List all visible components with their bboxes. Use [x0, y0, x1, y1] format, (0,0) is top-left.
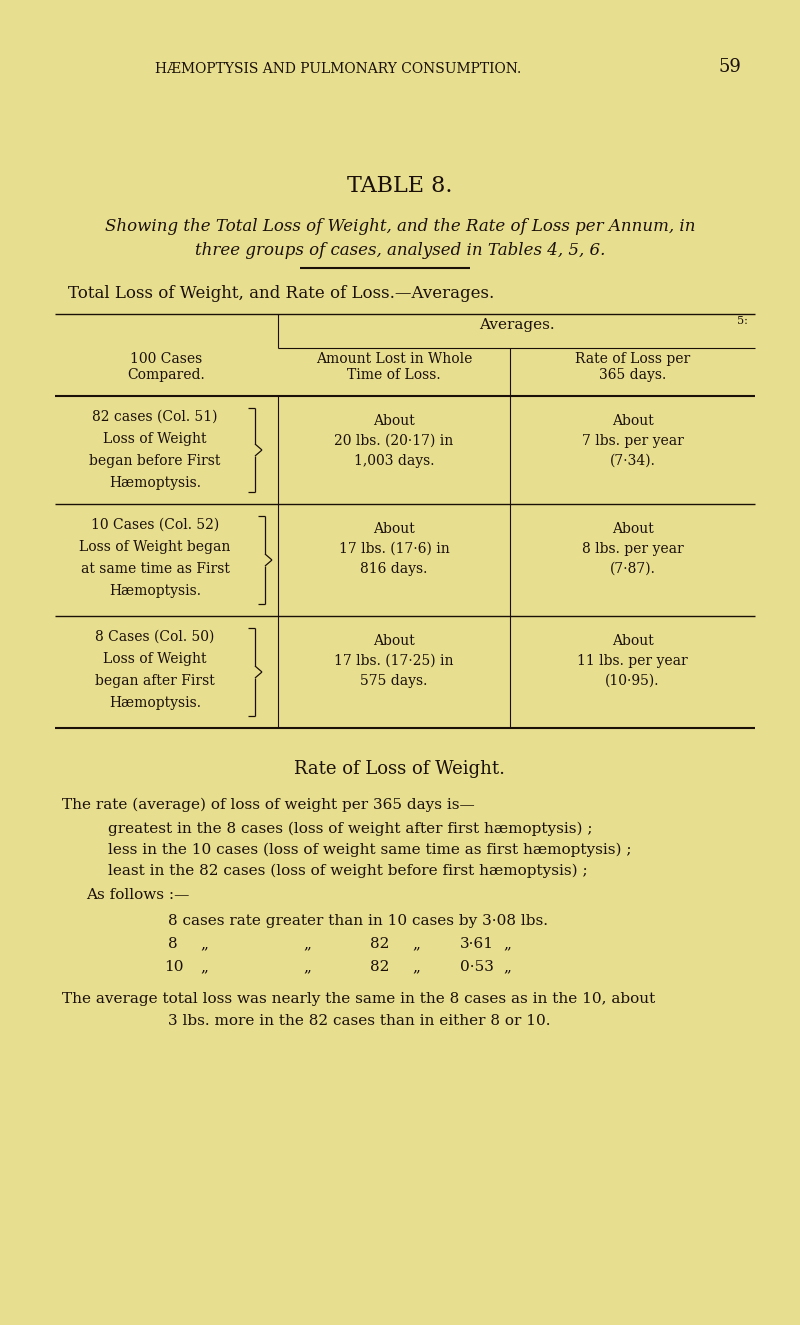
Text: 20 lbs. (20·17) in: 20 lbs. (20·17) in [334, 435, 454, 448]
Text: 7 lbs. per year: 7 lbs. per year [582, 435, 683, 448]
Text: „: „ [412, 961, 420, 974]
Text: „: „ [303, 937, 311, 951]
Text: 575 days.: 575 days. [360, 674, 428, 688]
Text: Rate of Loss per
365 days.: Rate of Loss per 365 days. [575, 352, 690, 382]
Text: About: About [612, 413, 654, 428]
Text: 0·53: 0·53 [460, 961, 494, 974]
Text: (10·95).: (10·95). [606, 674, 660, 688]
Text: Showing the Total Loss of Weight, and the Rate of Loss per Annum, in: Showing the Total Loss of Weight, and th… [105, 219, 695, 235]
Text: The average total loss was nearly the same in the 8 cases as in the 10, about: The average total loss was nearly the sa… [62, 992, 655, 1006]
Text: 3·61: 3·61 [460, 937, 494, 951]
Text: 82: 82 [370, 961, 390, 974]
Text: 10: 10 [164, 961, 183, 974]
Text: 8: 8 [168, 937, 178, 951]
Text: HÆMOPTYSIS AND PULMONARY CONSUMPTION.: HÆMOPTYSIS AND PULMONARY CONSUMPTION. [155, 62, 522, 76]
Text: Hæmoptysis.: Hæmoptysis. [109, 696, 201, 710]
Text: „: „ [503, 937, 511, 951]
Text: „: „ [303, 961, 311, 974]
Text: less in the 10 cases (loss of weight same time as first hæmoptysis) ;: less in the 10 cases (loss of weight sam… [108, 843, 631, 857]
Text: Amount Lost in Whole
Time of Loss.: Amount Lost in Whole Time of Loss. [316, 352, 472, 382]
Text: Rate of Loss of Weight.: Rate of Loss of Weight. [294, 761, 506, 778]
Text: About: About [373, 522, 415, 537]
Text: Hæmoptysis.: Hæmoptysis. [109, 584, 201, 598]
Text: 5:: 5: [737, 315, 748, 326]
Text: 82 cases (Col. 51): 82 cases (Col. 51) [92, 409, 218, 424]
Text: 59: 59 [718, 58, 741, 76]
Text: least in the 82 cases (loss of weight before first hæmoptysis) ;: least in the 82 cases (loss of weight be… [108, 864, 588, 878]
Text: (7·34).: (7·34). [610, 454, 655, 468]
Text: The rate (average) of loss of weight per 365 days is—: The rate (average) of loss of weight per… [62, 798, 474, 812]
Text: „: „ [412, 937, 420, 951]
Text: 11 lbs. per year: 11 lbs. per year [577, 655, 688, 668]
Text: Hæmoptysis.: Hæmoptysis. [109, 476, 201, 490]
Text: 100 Cases
Compared.: 100 Cases Compared. [128, 352, 206, 382]
Text: 816 days.: 816 days. [360, 562, 428, 576]
Text: „: „ [503, 961, 511, 974]
Text: three groups of cases, analysed in Tables 4, 5, 6.: three groups of cases, analysed in Table… [195, 242, 605, 258]
Text: About: About [373, 413, 415, 428]
Text: 8 lbs. per year: 8 lbs. per year [582, 542, 683, 556]
Text: About: About [373, 633, 415, 648]
Text: 8 cases rate greater than in 10 cases by 3·08 lbs.: 8 cases rate greater than in 10 cases by… [168, 914, 548, 927]
Text: (7·87).: (7·87). [610, 562, 655, 576]
Text: 8 Cases (Col. 50): 8 Cases (Col. 50) [95, 629, 214, 644]
Text: TABLE 8.: TABLE 8. [347, 175, 453, 197]
Text: 1,003 days.: 1,003 days. [354, 454, 434, 468]
Text: Loss of Weight began: Loss of Weight began [79, 541, 230, 554]
Text: 3 lbs. more in the 82 cases than in either 8 or 10.: 3 lbs. more in the 82 cases than in eith… [168, 1014, 550, 1028]
Text: 10 Cases (Col. 52): 10 Cases (Col. 52) [91, 518, 219, 533]
Text: 17 lbs. (17·25) in: 17 lbs. (17·25) in [334, 655, 454, 668]
Text: Loss of Weight: Loss of Weight [103, 432, 206, 447]
Text: „: „ [200, 961, 208, 974]
Text: Total Loss of Weight, and Rate of Loss.—Averages.: Total Loss of Weight, and Rate of Loss.—… [68, 285, 494, 302]
Text: About: About [612, 633, 654, 648]
Text: 82: 82 [370, 937, 390, 951]
Text: began after First: began after First [95, 674, 215, 688]
Text: greatest in the 8 cases (loss of weight after first hæmoptysis) ;: greatest in the 8 cases (loss of weight … [108, 822, 593, 836]
Text: As follows :—: As follows :— [86, 888, 190, 902]
Text: Loss of Weight: Loss of Weight [103, 652, 206, 666]
Text: About: About [612, 522, 654, 537]
Text: began before First: began before First [90, 454, 221, 468]
Text: 17 lbs. (17·6) in: 17 lbs. (17·6) in [338, 542, 450, 556]
Text: „: „ [200, 937, 208, 951]
Text: Averages.: Averages. [478, 318, 554, 333]
Text: at same time as First: at same time as First [81, 562, 230, 576]
